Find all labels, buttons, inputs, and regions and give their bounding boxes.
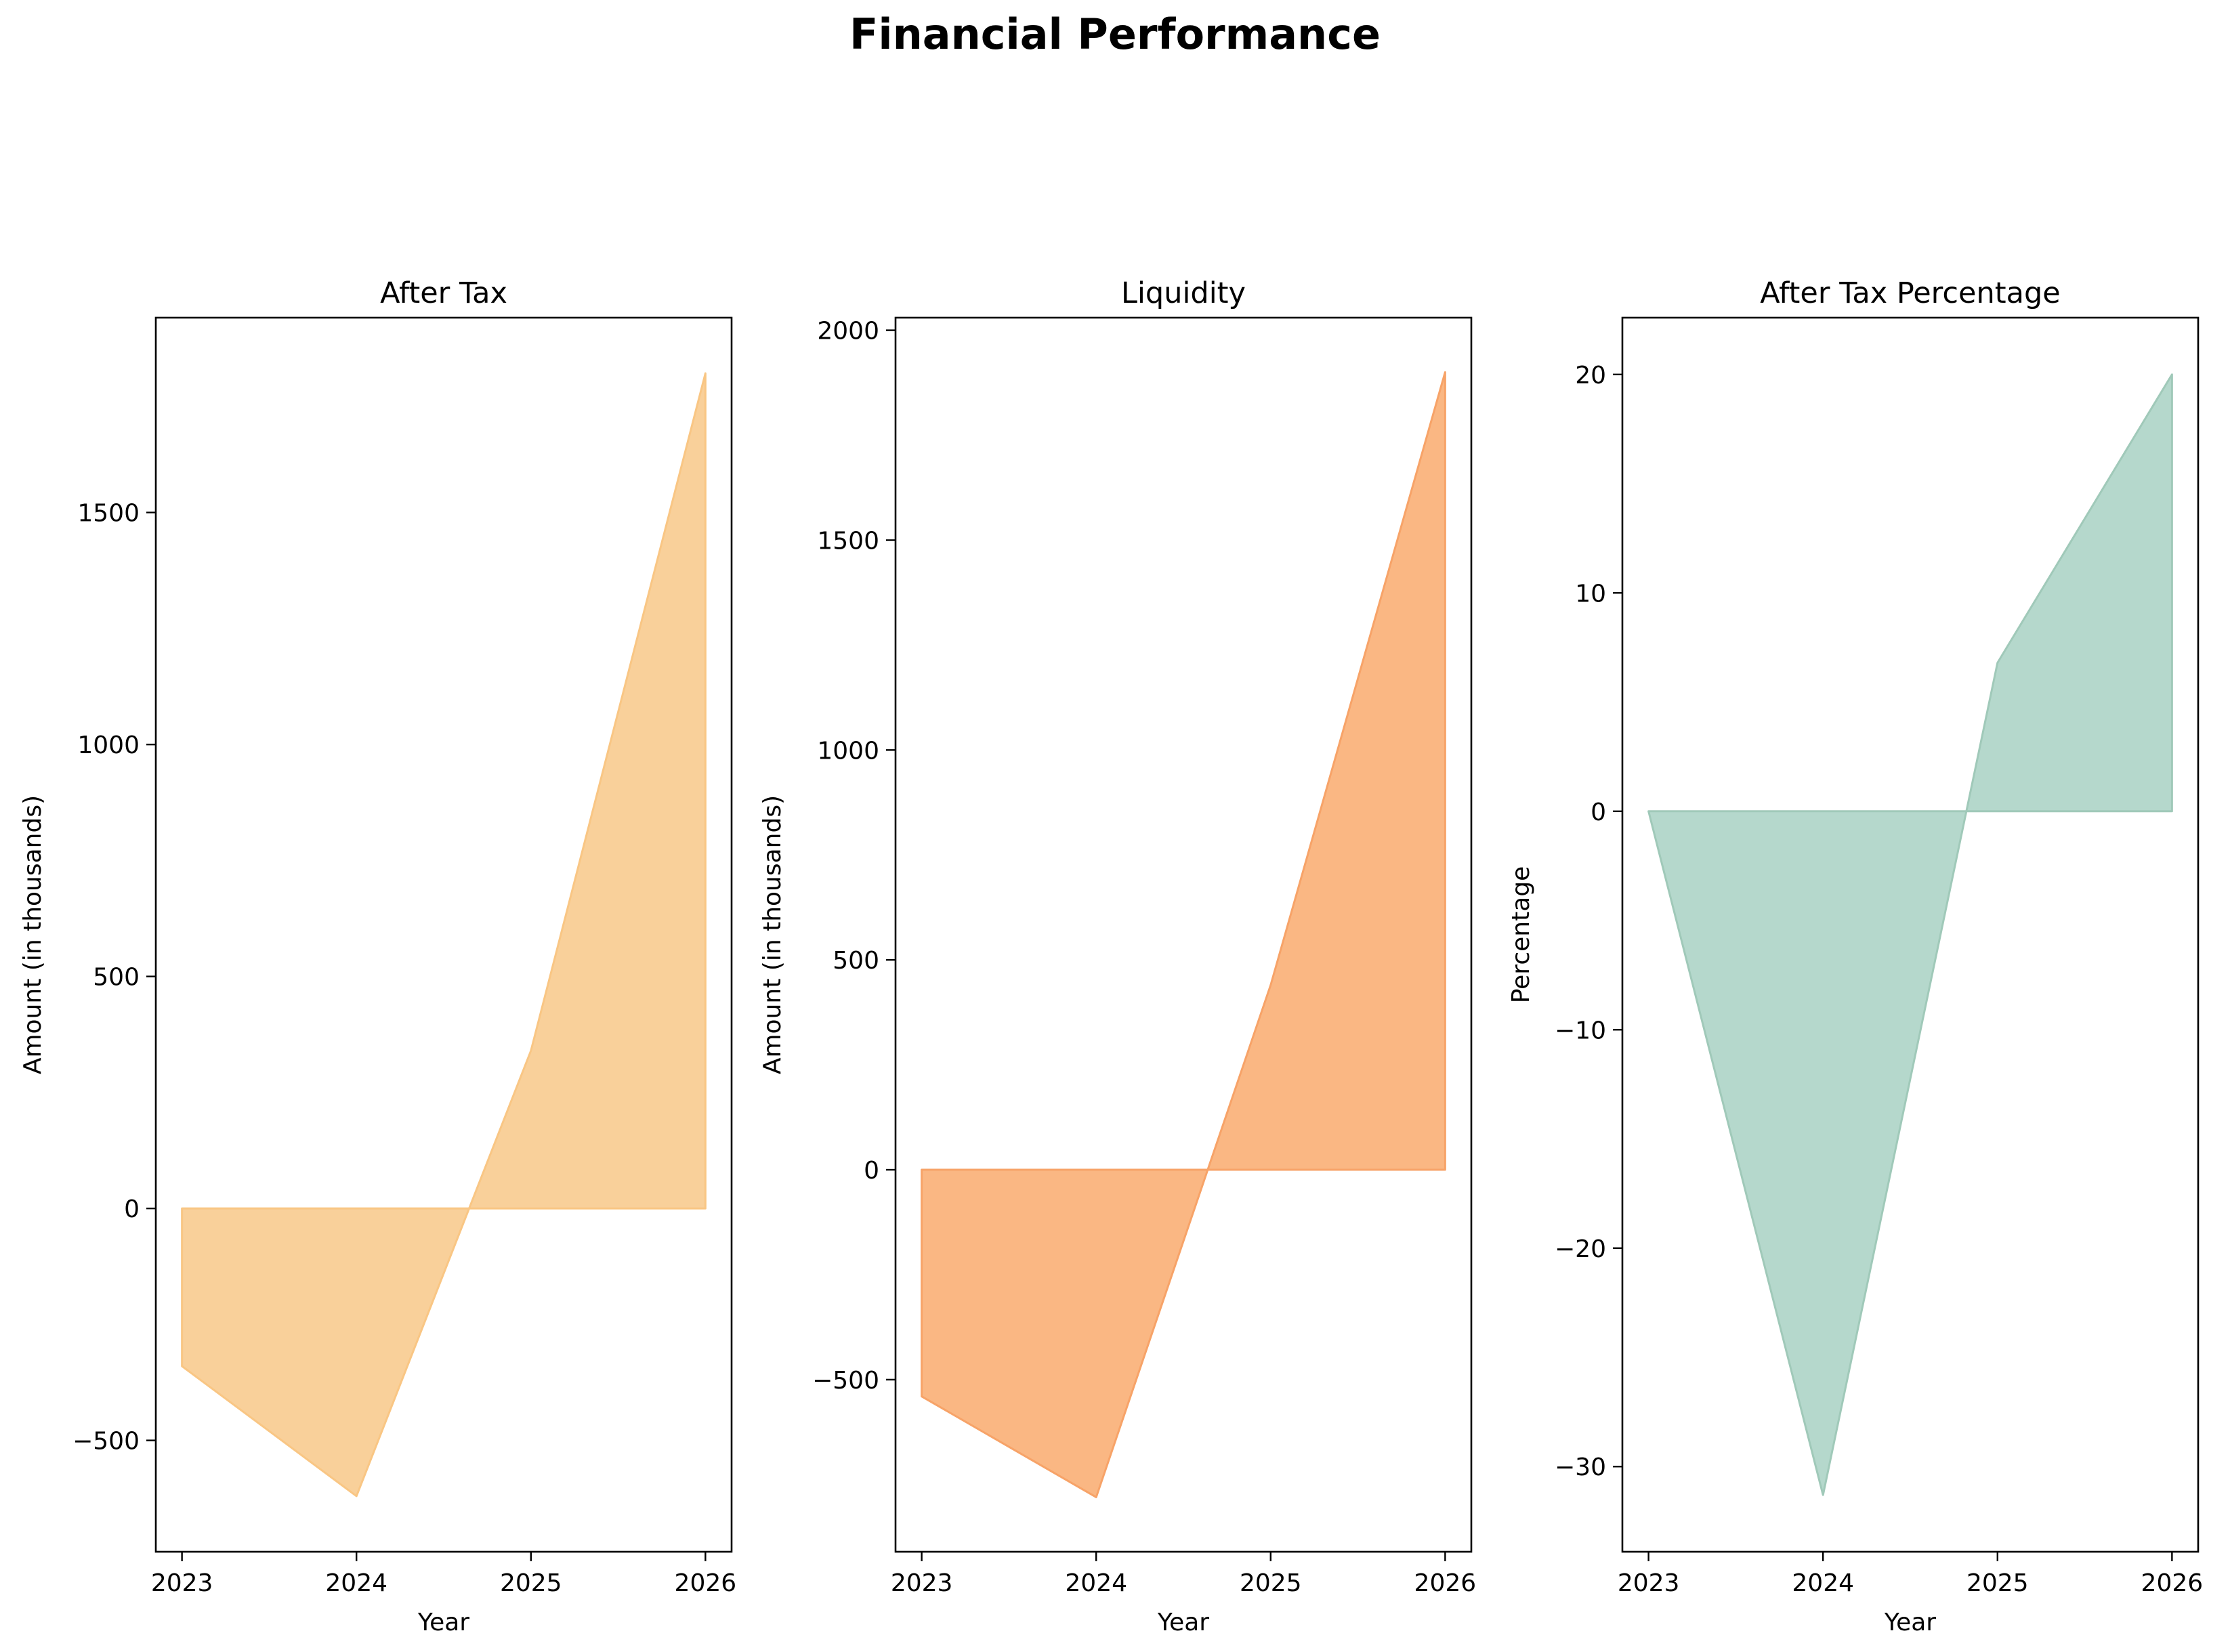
subplot-2: −500 0 500 1000 1500 2000 2023 2024 2025 2026 Liqu… [759,276,1476,1636]
x-axis-label: Year [1884,1609,1936,1636]
y-tick-label: −10 [1555,1017,1606,1044]
y-tick-label: −500 [72,1428,140,1456]
y-tick-label: 0 [864,1157,879,1185]
y-tick-label: 20 [1575,362,1606,389]
y-axis-label: Amount (in thousands) [759,795,786,1074]
x-tick-label: 2025 [1966,1569,2029,1597]
x-tick-label: 2024 [325,1569,387,1597]
x-tick-label: 2026 [1414,1569,1477,1597]
subplot-1: −500 0 500 1000 1500 2023 2024 2025 2026 After Ta… [19,276,736,1636]
y-axis-label: Percentage [1507,866,1535,1004]
axes-frame [154,316,733,1553]
axes-frame [1621,316,2200,1553]
axes-frame [894,316,1473,1553]
x-tick-label: 2023 [151,1569,213,1597]
y-tick-label: 1000 [817,737,879,765]
x-tick-label: 2023 [891,1569,953,1597]
x-axis-label: Year [1157,1609,1209,1636]
y-axis-label: Amount (in thousands) [19,795,47,1074]
y-tick-label: 1500 [817,527,879,555]
x-tick-label: 2026 [675,1569,737,1597]
y-tick-label: −500 [812,1367,879,1395]
figure-title: Financial Performance [849,9,1381,59]
area-fill [921,371,1446,1498]
y-tick-label: 500 [833,947,879,975]
y-tick-label: −20 [1555,1235,1606,1263]
x-tick-label: 2024 [1792,1569,1854,1597]
x-tick-label: 2025 [500,1569,562,1597]
y-tick-label: 1500 [77,500,140,528]
y-tick-label: 500 [93,964,140,992]
area-fill [181,372,707,1498]
subplot-title: Liquidity [1121,276,1246,310]
x-tick-label: 2025 [1240,1569,1302,1597]
x-axis-label: Year [417,1609,469,1636]
subplot-title: After Tax Percentage [1760,276,2060,310]
y-tick-label: 0 [1591,799,1606,826]
area-fill [1647,373,2173,1496]
y-tick-label: −30 [1555,1454,1606,1481]
subplot-3: −30 −20 −10 0 10 20 2023 2024 2025 2026 After Tax … [1507,276,2203,1636]
x-tick-label: 2026 [2141,1569,2204,1597]
y-tick-label: 10 [1575,580,1606,608]
y-tick-label: 1000 [77,732,140,759]
x-tick-label: 2024 [1065,1569,1127,1597]
y-tick-label: 2000 [817,318,879,345]
x-tick-label: 2023 [1618,1569,1680,1597]
y-tick-label: 0 [124,1195,140,1223]
subplot-title: After Tax [380,276,507,310]
